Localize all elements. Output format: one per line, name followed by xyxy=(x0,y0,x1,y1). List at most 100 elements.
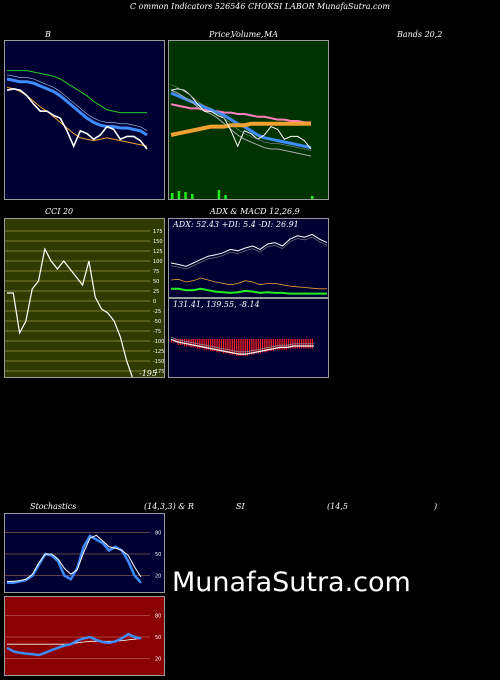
macd-line xyxy=(170,338,314,355)
stoch-title-b: (14,3,3) & R xyxy=(144,502,194,511)
stoch-tick-label: 50 xyxy=(155,552,161,558)
adx-chart xyxy=(170,233,328,295)
cci-tick-label: 75 xyxy=(153,269,159,275)
cci-tick-label: 50 xyxy=(153,279,159,285)
bollinger-chart xyxy=(6,70,148,150)
cci-tick-label: -175 xyxy=(153,369,164,375)
macd-signal-line xyxy=(170,336,314,353)
cci-panel: 175 150 125 100 75 50 25 0 -25 -50 -75 -100 -125 -150… xyxy=(4,218,165,378)
macd-values: 131.41, 139.55, -8.14 xyxy=(173,300,260,309)
macd-histogram-bar xyxy=(214,339,216,351)
bollinger-price-line xyxy=(6,87,148,150)
macd-histogram-bar xyxy=(259,339,261,354)
adx-values: ADX: 52.43 +DI: 5.4 -DI: 26.91 xyxy=(173,220,299,229)
cci-line xyxy=(7,247,133,377)
bands-title: Bands 20,2 xyxy=(397,30,443,39)
macd-histogram-bar xyxy=(190,339,192,348)
rsi-tick-label: 50 xyxy=(155,635,161,641)
macd-histogram-bar xyxy=(279,339,281,350)
macd-histogram-bar xyxy=(223,339,225,354)
macd-histogram-bar xyxy=(264,339,266,353)
macd-histogram-bar xyxy=(268,339,270,351)
macd-histogram-bar xyxy=(242,339,244,356)
cci-tick-label: -125 xyxy=(153,349,164,355)
macd-histogram-bar xyxy=(231,339,233,355)
cci-tick-label: 150 xyxy=(153,239,163,245)
macd-histogram-bar xyxy=(253,339,255,355)
macd-histogram-bar xyxy=(288,339,290,349)
plus-di-line xyxy=(171,287,327,295)
macd-histogram-bar xyxy=(236,339,238,356)
rsi-chart: 80 50 20 xyxy=(5,613,161,663)
stoch-d-line xyxy=(7,534,142,582)
bollinger-panel xyxy=(4,40,165,200)
bollinger-middle-line xyxy=(6,77,148,137)
macd-histogram-bar xyxy=(266,339,268,353)
volume-bar xyxy=(177,191,181,199)
cci-tick-label: -150 xyxy=(153,359,164,365)
macd-histogram-bar xyxy=(244,339,246,356)
bollinger-upper-line xyxy=(7,70,147,114)
stoch-title-c: SI xyxy=(236,502,245,511)
macd-histogram-bar xyxy=(207,339,209,350)
macd-histogram-bar xyxy=(210,339,212,351)
adx-panel: ADX: 52.43 +DI: 5.4 -DI: 26.91 xyxy=(168,218,329,298)
macd-histogram-bar xyxy=(225,339,227,354)
rsi-line xyxy=(6,632,142,657)
price-title-b: Volume, xyxy=(231,30,264,39)
macd-histogram-bar xyxy=(251,339,253,355)
macd-histogram-bar xyxy=(249,339,251,355)
macd-histogram-bar xyxy=(220,339,222,353)
cci-title: CCI 20 xyxy=(45,207,74,216)
macd-histogram-bar xyxy=(201,339,203,349)
macd-histogram-bar xyxy=(216,339,218,353)
ma-gray-line-2 xyxy=(170,84,312,151)
header-line: C ommon Indicators 526546 CHOKSI LABOR M… xyxy=(130,2,390,11)
macd-chart xyxy=(170,336,314,356)
volume-bar xyxy=(191,194,194,199)
macd-histogram-bar xyxy=(275,339,277,350)
macd-histogram-bar xyxy=(218,339,220,353)
price-title-a: Price, xyxy=(209,30,233,39)
macd-histogram-bar xyxy=(290,339,292,349)
cci-tick-label: -75 xyxy=(153,329,161,335)
macd-histogram-bar xyxy=(184,339,186,347)
macd-histogram-bar xyxy=(281,339,283,350)
stoch-title-a: Stochastics xyxy=(30,502,77,511)
rsi-panel: 80 50 20 xyxy=(4,596,165,676)
cci-chart: 175 150 125 100 75 50 25 0 -25 -50 -75 -100 -125 -150… xyxy=(5,229,164,377)
macd-panel: 131.41, 139.55, -8.14 xyxy=(168,298,329,378)
bollinger-lower-line xyxy=(6,86,148,147)
ma-orange-line xyxy=(170,121,311,137)
cci-tick-label: 25 xyxy=(153,289,159,295)
price-ma-panel xyxy=(168,40,329,200)
volume-bar xyxy=(224,195,227,199)
macd-histogram-bar xyxy=(186,339,188,347)
bollinger-title: B xyxy=(45,30,51,39)
adx-shadow-line xyxy=(170,236,328,270)
stoch-tick-label: 80 xyxy=(155,530,161,536)
macd-histogram-bar xyxy=(227,339,229,354)
price-line xyxy=(170,88,312,150)
macd-histogram-bar xyxy=(283,339,285,350)
macd-histogram-bar xyxy=(212,339,214,351)
macd-histogram-bar xyxy=(171,339,173,343)
macd-histogram-bar xyxy=(257,339,259,354)
bollinger-middle-shadow-line xyxy=(6,74,148,132)
macd-histogram-bar xyxy=(246,339,248,356)
macd-histogram-bar xyxy=(205,339,207,350)
macd-histogram-bar xyxy=(233,339,235,355)
cci-value-label: -195 xyxy=(139,369,157,378)
macd-histogram-bar xyxy=(272,339,274,351)
macd-histogram-bar xyxy=(270,339,272,351)
adx-line xyxy=(170,233,328,267)
stoch-tick-label: 20 xyxy=(155,574,161,580)
cci-tick-label: 100 xyxy=(153,259,163,265)
stoch-title-d: (14,5 xyxy=(327,502,348,511)
ma-gray-line xyxy=(170,89,312,157)
rsi-tick-label: 80 xyxy=(155,613,161,619)
macd-histogram-bar xyxy=(255,339,257,354)
ma-pink-line xyxy=(170,103,311,124)
macd-histogram-bar xyxy=(285,339,287,350)
stochastics-panel: 80 50 20 xyxy=(4,513,165,593)
